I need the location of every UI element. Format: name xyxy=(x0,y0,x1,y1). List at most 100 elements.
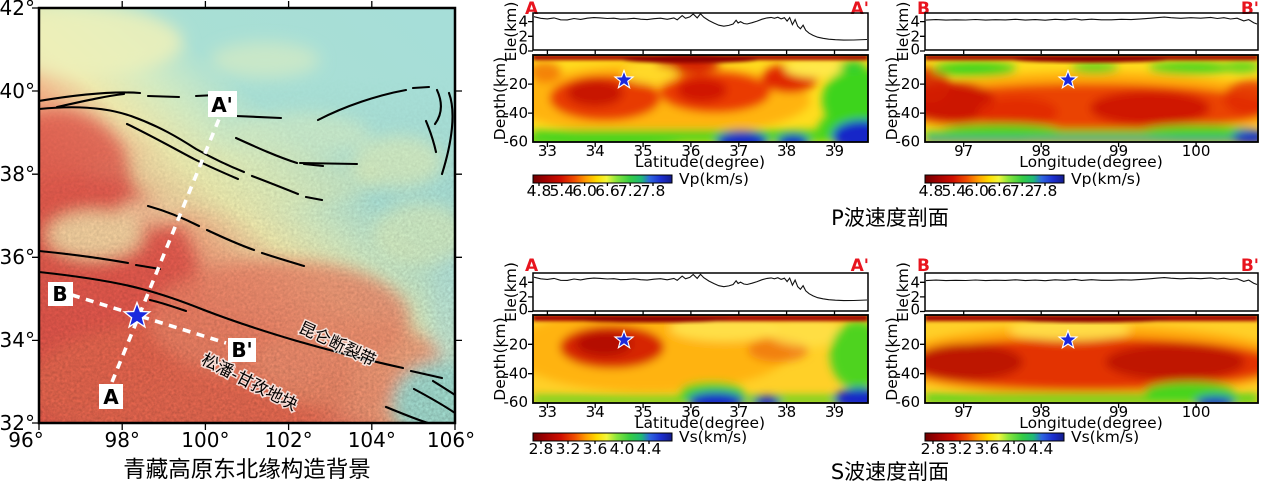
tick-label: -40 xyxy=(896,104,921,122)
tick-label: 5.4 xyxy=(941,182,966,200)
longitude-tick-labels: 97 98 99 100 xyxy=(954,403,1210,421)
tick-label: 4 xyxy=(910,273,920,291)
elevation-profile-line xyxy=(925,16,1258,25)
depth-section-frame xyxy=(924,54,1259,143)
tick-label: 6.0 xyxy=(964,182,989,200)
vs-section-aa-panel: A A' xyxy=(491,256,869,458)
tick-label: 35 xyxy=(634,403,653,421)
axis-ticks xyxy=(528,20,836,147)
vp-colorbar xyxy=(924,174,1065,184)
map-frame xyxy=(37,6,457,425)
elevation-profile-line xyxy=(925,277,1258,286)
tick-label: -20 xyxy=(896,335,921,353)
vp-section-bb-panel: B B' xyxy=(883,0,1259,200)
vs-colorbar-label: Vs(km/s) xyxy=(1071,428,1139,446)
tick-label: 4.8 xyxy=(919,182,944,200)
tick-label: 3.2 xyxy=(556,440,581,458)
elevation-tick-labels: 420 xyxy=(910,273,920,318)
tick-label: 6.6 xyxy=(595,182,620,200)
elevation-axis-label: Ele(km) xyxy=(894,262,912,322)
tick-label: 3.6 xyxy=(975,440,1000,458)
map-axis-ticks xyxy=(32,1,462,430)
tick-label: -60 xyxy=(504,393,529,411)
elevation-box xyxy=(924,12,1259,51)
vs-section-bb-panel: B B' 420 -20-40-60 Ele xyxy=(883,256,1259,458)
colorbar-ticks xyxy=(932,441,1042,444)
depth-tick-labels: -20 -40 -60 xyxy=(896,75,921,151)
vp-section-aa-panel: A A' xyxy=(491,0,869,200)
tick-label: 36° xyxy=(0,245,35,269)
tick-label: -40 xyxy=(504,365,529,383)
tick-label: 4.4 xyxy=(1029,440,1054,458)
endpoint-b-prime-label: B' xyxy=(231,338,252,362)
tick-label: -60 xyxy=(896,133,921,151)
axis-ticks xyxy=(920,281,1197,408)
tick-label: 6.6 xyxy=(987,182,1012,200)
tick-label: 106° xyxy=(427,428,475,452)
tick-label: 42° xyxy=(0,0,35,20)
vp-colorbar-label: Vp(km/s) xyxy=(679,170,749,188)
tick-label: -20 xyxy=(896,75,921,93)
tick-label: 7.2 xyxy=(1010,182,1035,200)
section-endpoint-labels: A A' B B' xyxy=(48,91,256,409)
tick-label: 37 xyxy=(729,403,748,421)
corner-b-prime-label: B' xyxy=(1241,256,1259,276)
tick-label: 36 xyxy=(681,142,700,160)
depth-tick-labels: -20 -40 -60 xyxy=(504,335,529,411)
tick-label: 4.0 xyxy=(1002,440,1027,458)
colorbar-ticks xyxy=(540,441,650,444)
vp-colorbar xyxy=(532,174,673,184)
endpoint-a-label: A xyxy=(103,385,119,409)
tick-label: 6.0 xyxy=(572,182,597,200)
tick-label: 98° xyxy=(104,428,139,452)
tick-label: 2 xyxy=(910,27,920,45)
endpoint-a-prime-label: A' xyxy=(211,93,233,117)
fault-lines xyxy=(39,85,455,423)
longitude-tick-labels: 97 98 99 100 xyxy=(954,142,1210,160)
elevation-box xyxy=(532,12,869,51)
tick-label: 4 xyxy=(910,13,920,31)
tick-label: 40° xyxy=(0,79,35,103)
vs-colorbar-tick-labels: 2.8 3.2 3.6 4.0 4.4 xyxy=(529,440,662,458)
tick-label: 2.8 xyxy=(921,440,946,458)
tick-label: 7.8 xyxy=(1033,182,1058,200)
corner-a-label: A xyxy=(525,256,539,276)
tick-label: 4.8 xyxy=(527,182,552,200)
tick-label: 104° xyxy=(348,428,396,452)
s-wave-group-title: S波速度剖面 xyxy=(831,460,949,484)
corner-a-prime-label: A' xyxy=(851,256,869,276)
elevation-tick-labels: 420 xyxy=(518,273,528,318)
tick-label: 0 xyxy=(910,41,920,59)
tick-label: 38 xyxy=(777,403,796,421)
tick-label: 98 xyxy=(1032,403,1051,421)
tick-label: 38° xyxy=(0,162,35,186)
vp-colorbar-tick-labels: 4.85.46.06.67.27.8 xyxy=(527,182,666,200)
tick-label: 0 xyxy=(518,41,528,59)
tick-label: 4.4 xyxy=(637,440,662,458)
vs-colorbar-tick-labels: 2.8 3.2 3.6 4.0 4.4 xyxy=(921,440,1054,458)
elevation-box xyxy=(924,272,1259,312)
tick-label: -60 xyxy=(896,393,921,411)
tick-label: 3.2 xyxy=(948,440,973,458)
vs-colorbar xyxy=(924,432,1065,442)
axis-ticks xyxy=(528,281,836,408)
vs-heatmap-aa xyxy=(533,315,868,403)
elevation-tick-labels: 420 xyxy=(518,13,528,59)
tick-label: 4 xyxy=(518,13,528,31)
tick-label: 38 xyxy=(777,142,796,160)
tick-label: 102° xyxy=(265,428,313,452)
map-title: 青藏高原东北缘构造背景 xyxy=(123,457,371,483)
tick-label: 2.8 xyxy=(529,440,554,458)
tick-label: -40 xyxy=(896,365,921,383)
corner-b-prime-label: B' xyxy=(1241,0,1259,19)
tick-label: 0 xyxy=(518,301,528,319)
tick-label: 4 xyxy=(518,273,528,291)
tick-label: 34 xyxy=(586,142,605,160)
tick-label: 99 xyxy=(1109,403,1128,421)
longitude-axis-label: Longitude(degree) xyxy=(1019,153,1163,171)
tick-label: 96° xyxy=(8,428,43,452)
tick-label: 98 xyxy=(1032,142,1051,160)
corner-b-label: B xyxy=(917,0,930,19)
p-wave-group-title: P波速度剖面 xyxy=(831,206,949,230)
